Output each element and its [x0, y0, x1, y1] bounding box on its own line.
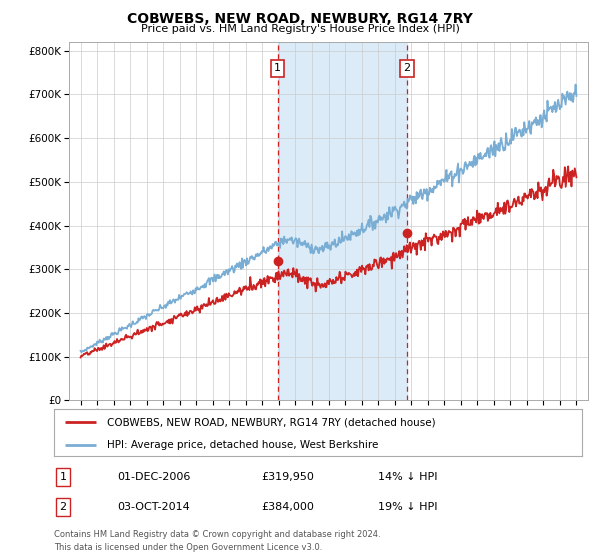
Bar [278, 42, 407, 400]
Text: 1: 1 [274, 63, 281, 73]
Text: 2: 2 [59, 502, 67, 512]
Text: £384,000: £384,000 [261, 502, 314, 512]
Text: Price paid vs. HM Land Registry's House Price Index (HPI): Price paid vs. HM Land Registry's House … [140, 24, 460, 34]
Text: 14% ↓ HPI: 14% ↓ HPI [378, 472, 437, 482]
Text: 2: 2 [403, 63, 410, 73]
Text: HPI: Average price, detached house, West Berkshire: HPI: Average price, detached house, West… [107, 440, 378, 450]
Text: COBWEBS, NEW ROAD, NEWBURY, RG14 7RY: COBWEBS, NEW ROAD, NEWBURY, RG14 7RY [127, 12, 473, 26]
Text: COBWEBS, NEW ROAD, NEWBURY, RG14 7RY (detached house): COBWEBS, NEW ROAD, NEWBURY, RG14 7RY (de… [107, 417, 436, 427]
Text: 1: 1 [59, 472, 67, 482]
Text: £319,950: £319,950 [261, 472, 314, 482]
Text: This data is licensed under the Open Government Licence v3.0.: This data is licensed under the Open Gov… [54, 543, 322, 552]
Text: 03-OCT-2014: 03-OCT-2014 [117, 502, 190, 512]
Text: 19% ↓ HPI: 19% ↓ HPI [378, 502, 437, 512]
Text: 01-DEC-2006: 01-DEC-2006 [117, 472, 190, 482]
Text: Contains HM Land Registry data © Crown copyright and database right 2024.: Contains HM Land Registry data © Crown c… [54, 530, 380, 539]
